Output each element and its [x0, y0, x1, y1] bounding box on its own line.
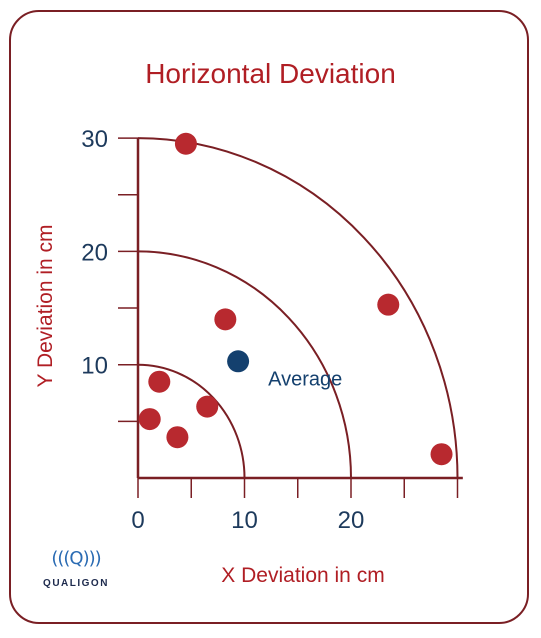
- annotations-group: Average: [268, 368, 342, 390]
- y-tick-label-30: 30: [81, 126, 108, 153]
- data-point-3: [214, 308, 237, 331]
- x-axis-label: X Deviation in cm: [221, 564, 384, 587]
- y-tick-label-20: 20: [81, 239, 108, 266]
- y-tick-label-10: 10: [81, 353, 108, 380]
- x-tick-label-20: 20: [338, 507, 365, 534]
- x-tick-label-10: 10: [231, 507, 258, 534]
- chart-card: [9, 10, 529, 624]
- qualigon-logo-mark: (((Q))): [51, 548, 101, 569]
- data-point-6: [166, 426, 189, 449]
- ticks-group: [118, 137, 459, 498]
- data-point-5: [138, 408, 161, 431]
- average-point-0: [227, 350, 250, 373]
- chart-title: Horizontal Deviation: [145, 58, 396, 89]
- qualigon-logo-text: QUALIGON: [43, 578, 109, 589]
- x-tick-label-0: 0: [131, 507, 144, 534]
- tick-labels-group: 10 20 30 0 10 20: [81, 126, 364, 534]
- data-point-2: [430, 443, 453, 466]
- rings-group: [137, 137, 459, 479]
- data-point-1: [377, 293, 400, 316]
- data-point-7: [196, 395, 219, 418]
- ring-20: [137, 250, 352, 479]
- data-point-4: [148, 370, 171, 393]
- qualigon-logo: (((Q))) QUALIGON: [36, 548, 116, 592]
- y-axis-label: Y Deviation in cm: [34, 224, 57, 387]
- data-point-0: [174, 132, 197, 155]
- ring-30: [137, 137, 459, 479]
- average-label: Average: [268, 368, 342, 390]
- points-group: [138, 132, 453, 466]
